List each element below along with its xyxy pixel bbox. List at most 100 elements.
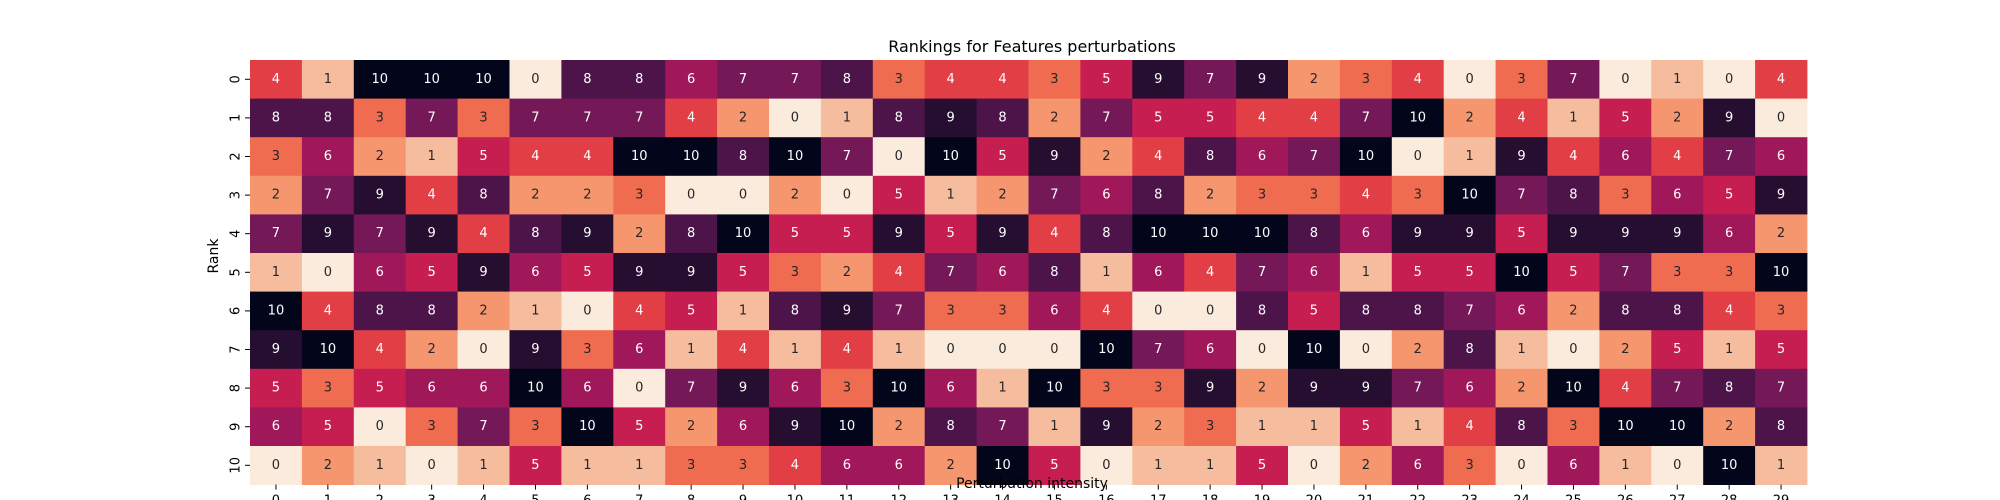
heatmap-cell: [872, 330, 926, 370]
cell-value-label: 10: [787, 149, 804, 164]
cell-value-label: 8: [1154, 188, 1162, 203]
heatmap-cell: [1495, 407, 1548, 447]
heatmap-cell: [1495, 98, 1548, 138]
heatmap-cell: [924, 407, 977, 447]
cell-value-label: 6: [1673, 188, 1681, 203]
heatmap-cell: [1080, 137, 1133, 177]
cell-value-label: 1: [376, 458, 384, 473]
heatmap-cell: [1443, 60, 1496, 99]
heatmap-cell: [1547, 407, 1600, 447]
heatmap-cell: [976, 330, 1029, 370]
heatmap-cell: [457, 253, 510, 292]
heatmap-cell: [924, 214, 977, 254]
cell-value-label: 9: [947, 110, 955, 125]
heatmap-cell: [1288, 407, 1341, 447]
cell-value-label: 4: [791, 458, 799, 473]
heatmap-cell: [1755, 407, 1808, 447]
heatmap-cell: [1755, 446, 1808, 485]
heatmap-cell: [1339, 368, 1393, 408]
heatmap-cell: [613, 175, 666, 215]
cell-value-label: 7: [1517, 188, 1525, 203]
heatmap-cell: [1391, 98, 1445, 138]
cell-value-label: 8: [1362, 303, 1370, 318]
cell-value-label: 6: [1102, 188, 1110, 203]
heatmap-cell: [405, 214, 458, 254]
heatmap-cell: [665, 291, 718, 331]
cell-value-label: 8: [1414, 303, 1422, 318]
cell-value-label: 4: [739, 342, 747, 357]
heatmap-cell: [976, 98, 1029, 138]
heatmap-cell: [1391, 214, 1445, 254]
heatmap-cell: [405, 291, 458, 331]
heatmap-cell: [820, 137, 874, 177]
cell-value-label: 6: [1466, 381, 1474, 396]
heatmap-cell: [613, 407, 666, 447]
cell-value-label: 7: [895, 303, 903, 318]
heatmap-cell: [1080, 253, 1133, 292]
cell-value-label: 3: [1362, 72, 1370, 87]
cell-value-label: 8: [583, 72, 591, 87]
heatmap-cell: [976, 368, 1029, 408]
heatmap-cell: [1184, 60, 1237, 99]
heatmap-cell: [924, 330, 977, 370]
heatmap-cell: [1547, 175, 1600, 215]
cell-value-label: 9: [272, 342, 280, 357]
heatmap-cell: [769, 330, 822, 370]
cell-value-label: 1: [1310, 419, 1318, 434]
heatmap-cell: [1080, 330, 1133, 370]
heatmap-cell: [613, 291, 666, 331]
heatmap-cell: [1236, 98, 1289, 138]
heatmap-cell: [924, 137, 977, 177]
cell-value-label: 4: [1258, 110, 1266, 125]
cell-value-label: 5: [1725, 188, 1733, 203]
heatmap-cell: [561, 175, 614, 215]
cell-value-label: 2: [1673, 110, 1681, 125]
heatmap-cell: [717, 137, 770, 177]
heatmap-cell: [1443, 175, 1496, 215]
heatmap-cell: [1288, 137, 1341, 177]
cell-value-label: 5: [998, 149, 1006, 164]
heatmap-cell: [561, 137, 614, 177]
cell-value-label: 5: [1621, 110, 1629, 125]
cell-value-label: 10: [942, 149, 959, 164]
cell-value-label: 7: [1310, 149, 1318, 164]
cell-value-label: 5: [531, 458, 539, 473]
cell-value-label: 6: [1258, 149, 1266, 164]
x-tick-label: 20: [1306, 494, 1323, 500]
heatmap-cell: [1288, 291, 1341, 331]
cell-value-label: 4: [1310, 110, 1318, 125]
heatmap-cell: [405, 137, 458, 177]
cell-value-label: 7: [1466, 303, 1474, 318]
cell-value-label: 9: [998, 226, 1006, 241]
cell-value-label: 1: [583, 458, 591, 473]
x-tick-label: 0: [272, 494, 280, 500]
heatmap-cell: [1495, 137, 1548, 177]
heatmap-cell: [976, 214, 1029, 254]
cell-value-label: 9: [1621, 226, 1629, 241]
cell-value-label: 1: [739, 303, 747, 318]
cell-value-label: 1: [272, 265, 280, 280]
y-tick-label: 0: [229, 75, 244, 83]
cell-value-label: 8: [843, 72, 851, 87]
cell-value-label: 5: [739, 265, 747, 280]
heatmap-cell: [1184, 137, 1237, 177]
cell-value-label: 5: [1466, 265, 1474, 280]
heatmap-cell: [1755, 175, 1808, 215]
heatmap-cell: [1339, 253, 1393, 292]
heatmap-cell: [820, 253, 874, 292]
heatmap-cell: [820, 60, 874, 99]
heatmap-cell: [509, 137, 562, 177]
cell-value-label: 7: [1777, 381, 1785, 396]
cell-value-label: 0: [479, 342, 487, 357]
x-tick-label: 25: [1565, 494, 1582, 500]
cell-value-label: 8: [1258, 303, 1266, 318]
heatmap-cell: [457, 60, 510, 99]
heatmap-cell: [301, 291, 355, 331]
heatmap-cell: [1651, 137, 1704, 177]
heatmap-cell: [924, 368, 977, 408]
cell-value-label: 1: [1517, 342, 1525, 357]
cell-value-label: 4: [1414, 72, 1422, 87]
cell-value-label: 8: [1466, 342, 1474, 357]
heatmap-cell: [613, 214, 666, 254]
cell-value-label: 3: [635, 188, 643, 203]
